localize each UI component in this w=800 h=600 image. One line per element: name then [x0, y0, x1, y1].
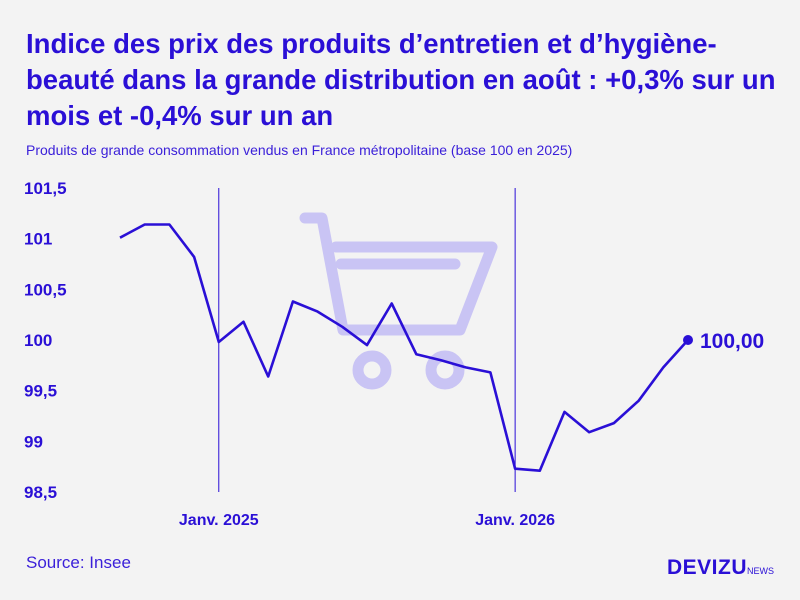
- chart-title: Indice des prix des produits d’entretien…: [26, 28, 776, 131]
- logo-main-text: DEVIZU: [666, 556, 747, 579]
- y-tick-label: 98,5: [24, 483, 57, 502]
- last-data-point: [683, 335, 693, 345]
- source-text: Source: Insee: [26, 553, 131, 572]
- y-tick-label: 101: [24, 230, 52, 249]
- y-tick-label: 101,5: [24, 179, 67, 198]
- y-tick-label: 99,5: [24, 382, 57, 401]
- x-tick-label: Janv. 2025: [179, 512, 259, 529]
- end-value-label: 100,00: [700, 330, 764, 353]
- logo-sub-text: NEWS: [747, 566, 774, 576]
- brand-logo: DEVIZUNEWS: [667, 556, 774, 580]
- shopping-cart-icon: [299, 212, 498, 390]
- y-tick-label: 99: [24, 432, 43, 451]
- y-tick-label: 100,5: [24, 280, 67, 299]
- chart-subtitle: Produits de grande consommation vendus e…: [26, 142, 573, 158]
- y-tick-label: 100: [24, 331, 52, 350]
- x-tick-label: Janv. 2026: [475, 512, 555, 529]
- series-line: [119, 223, 689, 472]
